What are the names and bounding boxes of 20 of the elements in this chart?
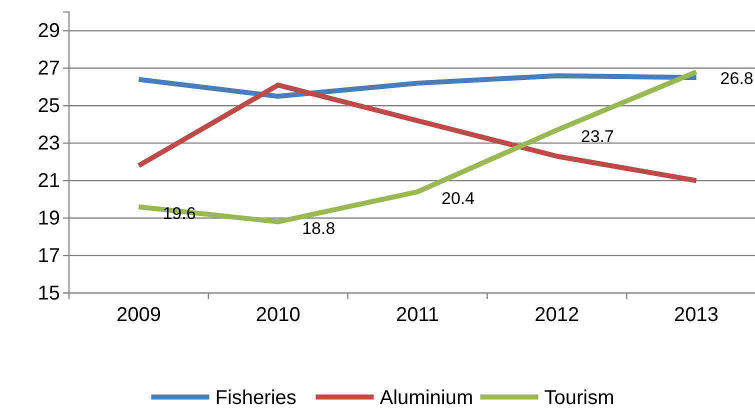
x-tick-label: 2012: [534, 304, 580, 326]
y-tick-label: 17: [38, 244, 60, 267]
data-label: 26.8: [720, 68, 754, 88]
x-tick-label: 2013: [674, 304, 719, 326]
legend-label: Aluminium: [380, 387, 474, 408]
legend-label: Tourism: [544, 387, 614, 408]
y-tick-label: 29: [38, 20, 60, 42]
x-tick-label: 2010: [256, 304, 300, 326]
y-tick-label: 21: [38, 170, 60, 192]
data-label: 23.7: [580, 127, 614, 146]
legend-label: Fisheries: [215, 387, 296, 408]
y-tick-label: 25: [38, 95, 60, 118]
x-tick-label: 2009: [116, 304, 161, 326]
y-tick-label: 19: [38, 207, 60, 230]
y-tick-label: 23: [38, 132, 60, 155]
data-label: 20.4: [442, 188, 475, 208]
data-label: 18.8: [302, 218, 336, 238]
y-tick-label: 27: [38, 58, 60, 80]
x-tick-label: 2011: [396, 304, 440, 326]
y-tick-label: 15: [38, 282, 60, 304]
